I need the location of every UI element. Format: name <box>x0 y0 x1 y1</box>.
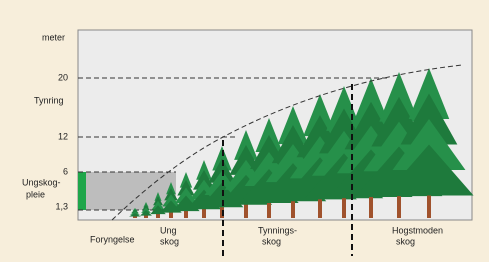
stage-label: skog <box>396 236 415 246</box>
stage-label: Hogstmoden <box>392 225 443 235</box>
tick-label: 20 <box>58 72 68 82</box>
tick-label: 6 <box>63 166 68 176</box>
left-label: Ungskog- <box>22 177 61 187</box>
young-stand-zone <box>86 172 176 210</box>
stage-label: Foryngelse <box>90 234 135 244</box>
pre-commercial-bar <box>78 172 86 210</box>
diagram: meter 20 12 6 1,3 Tynring Ungskog- pleie… <box>0 0 489 262</box>
stage-label: skog <box>262 236 281 246</box>
tick-label: 1,3 <box>55 201 68 211</box>
stage-label: Tynnings- <box>258 225 297 235</box>
tick-label: 12 <box>58 131 68 141</box>
stage-label: skog <box>160 236 179 246</box>
left-label: pleie <box>26 189 45 199</box>
left-label: Tynring <box>34 95 64 105</box>
axis-unit: meter <box>42 32 65 42</box>
stage-label: Ung <box>160 225 177 235</box>
